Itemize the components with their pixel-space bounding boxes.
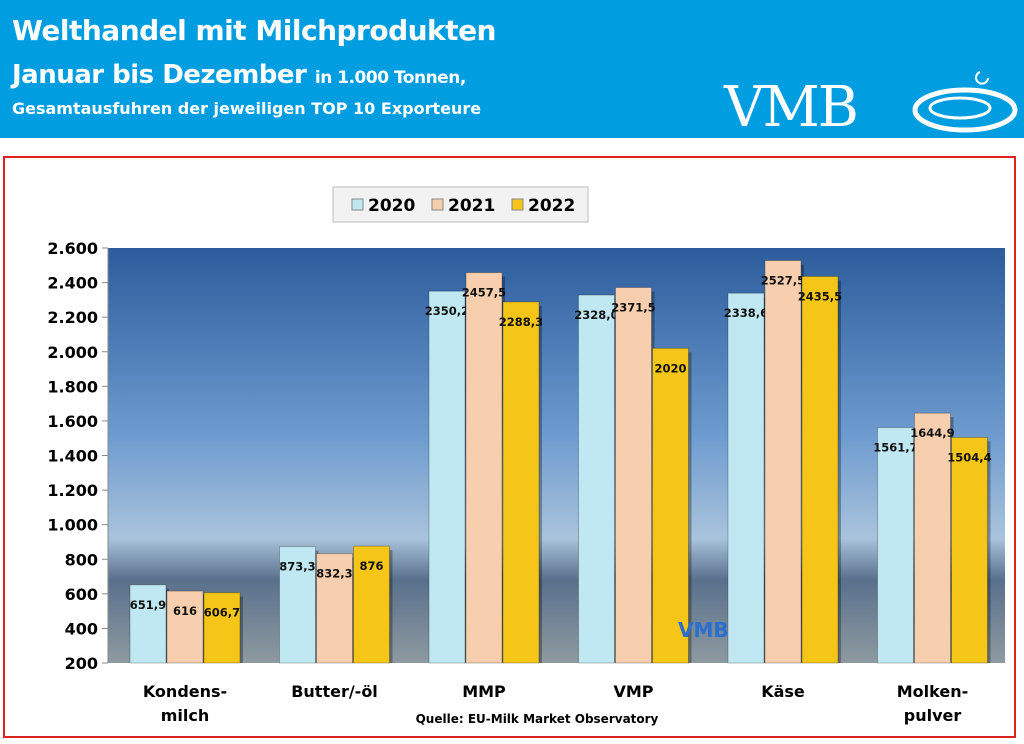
bar-2021 [166,590,204,664]
legend-label: 2021 [448,196,495,216]
y-tick-label: 800 [65,550,98,569]
x-tick-label: Molken- [897,682,969,701]
bar-2020 [877,427,914,664]
data-label: 2350,2 [425,304,469,318]
y-tick-label: 2.000 [47,343,98,362]
legend-swatch-2022 [511,198,524,211]
logo-swirl-icon [912,71,1018,133]
title: Welthandel mit Milchprodukten [12,14,497,47]
data-label: 873,3 [279,560,315,574]
data-label: 616 [173,604,197,618]
x-tick-label: pulver [904,706,962,725]
data-label: 2371,5 [611,301,655,315]
y-tick-label: 1.200 [47,481,98,500]
y-tick-label: 1.600 [47,412,98,431]
bar-shadow [240,596,243,663]
data-label: 1561,7 [873,441,917,455]
data-label: 1644,9 [910,426,954,440]
y-tick-label: 2.200 [47,308,98,327]
legend-label: 2022 [528,196,575,216]
subtitle-unit: in 1.000 Tonnen, [314,68,466,88]
subtitle: Januar bis Dezember in 1.000 Tonnen, [12,60,466,90]
bar-shadow [838,280,841,663]
source-note: Quelle: EU-Milk Market Observatory [416,712,659,726]
bar-2022 [801,275,839,664]
bar-2020 [727,292,765,664]
data-label: 651,9 [130,598,166,612]
watermark-logo: VMB [678,618,729,642]
x-tick-label: milch [161,706,210,725]
x-tick-label: Kondens- [143,682,227,701]
legend-swatch-2021 [431,198,444,211]
data-label: 832,3 [316,567,352,581]
y-tick-label: 2.600 [47,239,98,258]
y-tick-label: 1.000 [47,516,98,535]
vmb-logo: VMB [724,71,1018,138]
data-label: 1504,4 [947,450,991,464]
bar-shadow [987,441,991,663]
bar-2021 [914,412,951,664]
bar-2022 [353,545,390,664]
legend-swatch-2020 [351,198,364,211]
bar-2020 [578,294,615,664]
x-tick-label: Butter/-öl [291,682,378,701]
bar-2022 [951,436,988,664]
bar-2020 [428,290,466,664]
bar-2022 [652,347,689,664]
bar-shadow [539,305,542,663]
legend [332,186,589,223]
bar-shadow [389,550,393,663]
y-tick-label: 600 [65,585,98,604]
x-tick-label: Käse [761,682,805,701]
header: Welthandel mit Milchprodukten Januar bis… [0,0,1024,138]
bar-2020 [129,584,167,664]
bar-2021 [764,260,802,664]
bar-2021 [615,287,652,664]
y-tick-label: 200 [65,654,98,673]
y-tick-label: 1.800 [47,377,98,396]
y-tick-label: 1.400 [47,447,98,466]
data-label: 606,7 [204,606,240,620]
data-label: 876 [359,559,383,573]
bar-2022 [203,592,241,664]
plot-background-photo [108,248,1005,663]
data-label: 2435,5 [798,289,842,303]
bar-2021 [316,553,353,664]
bar-shadow [688,352,692,663]
y-tick-label: 2.400 [47,274,98,293]
legend-label: 2020 [368,196,415,216]
subtitle-detail: Gesamtausfuhren der jeweiligen TOP 10 Ex… [12,99,482,118]
data-label: 2288,3 [499,315,543,329]
chart-frame [3,156,1016,738]
data-label: 2020 [654,361,686,375]
data-label: 2328,0 [574,308,618,322]
data-label: 2457,5 [462,286,506,300]
data-label: 2338,6 [724,306,768,320]
bar-2020 [279,546,316,664]
y-tick-label: 400 [65,619,98,638]
x-tick-label: VMP [613,682,653,701]
bar-2021 [465,272,503,664]
data-label: 2527,5 [761,274,805,288]
x-tick-label: MMP [462,682,506,701]
subtitle-main: Januar bis Dezember [12,60,307,90]
bar-2022 [502,301,540,664]
